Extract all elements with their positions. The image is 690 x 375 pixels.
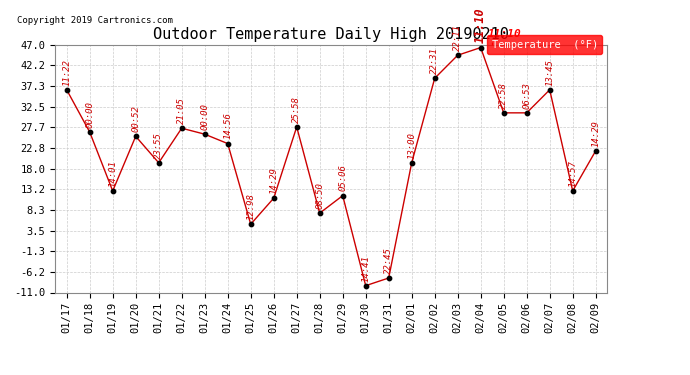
Point: [406, 160, 417, 166]
Point: [153, 160, 164, 166]
Text: 06:53: 06:53: [522, 82, 531, 109]
Point: [314, 210, 325, 216]
Text: 14:29: 14:29: [269, 167, 278, 194]
Text: 11:10: 11:10: [474, 8, 487, 44]
Text: 22:45: 22:45: [384, 247, 393, 274]
Text: 00:52: 00:52: [131, 105, 140, 132]
Text: 00:00: 00:00: [200, 103, 209, 130]
Point: [61, 87, 72, 93]
Text: 22:11: 22:11: [453, 24, 462, 51]
Text: 12:98: 12:98: [246, 193, 255, 220]
Text: 13:45: 13:45: [545, 59, 554, 86]
Point: [498, 110, 509, 116]
Point: [337, 193, 348, 199]
Point: [383, 275, 394, 281]
Point: [245, 221, 256, 227]
Point: [291, 124, 302, 130]
Text: 11:22: 11:22: [62, 59, 71, 86]
Text: 11:10: 11:10: [488, 29, 522, 39]
Title: Outdoor Temperature Daily High 20190210: Outdoor Temperature Daily High 20190210: [153, 27, 509, 42]
Text: 14:56: 14:56: [223, 112, 233, 140]
Point: [521, 110, 532, 116]
Text: 13:00: 13:00: [407, 132, 416, 159]
Text: Copyright 2019 Cartronics.com: Copyright 2019 Cartronics.com: [17, 16, 172, 25]
Point: [544, 87, 555, 93]
Point: [567, 188, 578, 194]
Text: 05:06: 05:06: [338, 165, 347, 192]
Text: 23:55: 23:55: [154, 132, 164, 159]
Point: [222, 141, 233, 147]
Point: [107, 188, 118, 194]
Point: [360, 283, 371, 289]
Text: 22:31: 22:31: [430, 47, 440, 74]
Point: [130, 134, 141, 140]
Text: 14:57: 14:57: [568, 160, 578, 187]
Point: [452, 52, 463, 58]
Point: [199, 131, 210, 137]
Text: 14:01: 14:01: [108, 160, 117, 187]
Point: [475, 45, 486, 51]
Point: [176, 125, 187, 131]
Text: 08:50: 08:50: [315, 182, 324, 209]
Point: [268, 195, 279, 201]
Text: 22:58: 22:58: [499, 82, 509, 109]
Text: 00:00: 00:00: [85, 101, 95, 128]
Text: 21:05: 21:05: [177, 97, 186, 124]
Point: [84, 129, 95, 135]
Point: [590, 148, 601, 154]
Point: [429, 75, 440, 81]
Text: 14:29: 14:29: [591, 120, 600, 147]
Legend: Temperature  (°F): Temperature (°F): [487, 35, 602, 54]
Text: 25:58: 25:58: [292, 96, 302, 123]
Text: 14:41: 14:41: [361, 255, 371, 282]
